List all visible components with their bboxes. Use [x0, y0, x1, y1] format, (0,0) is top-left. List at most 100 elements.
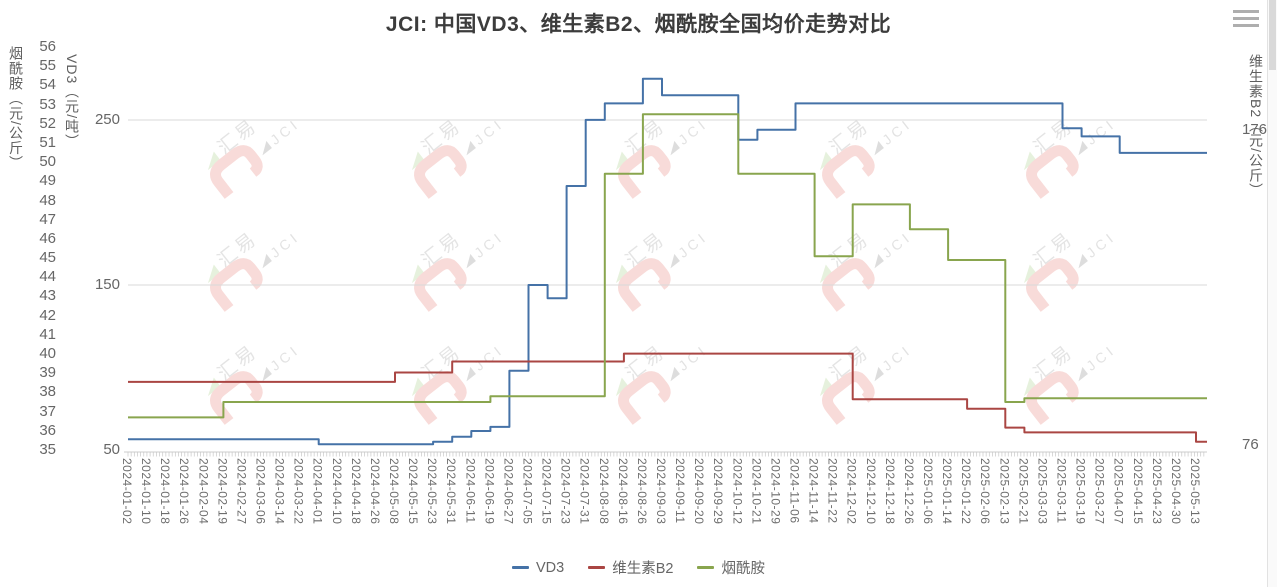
x-axis-label: 2024-07-15 — [539, 458, 554, 525]
niacinamide-tick-label: 49 — [39, 172, 56, 190]
x-axis-label: 2024-09-03 — [654, 458, 668, 525]
niacinamide-tick-label: 42 — [39, 306, 56, 324]
legend-swatch — [697, 566, 715, 569]
x-axis-label: 2024-03-22 — [291, 458, 306, 525]
x-axis-label: 2024-05-08 — [387, 458, 401, 525]
x-axis-label: 2025-03-19 — [1073, 458, 1088, 525]
niacinamide-tick-label: 50 — [39, 153, 56, 171]
x-axis-label: 2024-03-14 — [272, 458, 287, 525]
x-axis-label: 2024-10-21 — [749, 458, 764, 525]
legend-item-VD3[interactable]: VD3 — [512, 560, 564, 576]
x-axis-label: 2025-02-13 — [997, 458, 1012, 525]
scrollbar-thumb[interactable] — [1269, 0, 1276, 70]
vd3-tick-label: 50 — [103, 441, 120, 458]
y-axis-name-vd3: VD3（元/吨） — [64, 54, 80, 150]
x-axis-label: 2025-01-14 — [940, 458, 955, 525]
niacinamide-tick-label: 39 — [39, 364, 56, 382]
niacinamide-tick-label: 53 — [39, 95, 56, 113]
x-axis-label: 2024-06-19 — [482, 458, 497, 525]
x-axis-label: 2024-04-18 — [348, 458, 363, 525]
x-axis-label: 2024-09-11 — [673, 458, 688, 524]
series-line-维生素B2 — [128, 352, 1207, 443]
x-axis-label: 2024-06-11 — [463, 458, 478, 524]
x-axis-label: 2025-04-23 — [1149, 458, 1164, 525]
x-axis-label: 2024-03-06 — [253, 458, 268, 525]
x-axis-label: 2024-08-16 — [615, 458, 630, 525]
x-axis-label: 2024-01-26 — [177, 458, 192, 525]
niacinamide-tick-label: 43 — [39, 287, 56, 305]
x-axis-label: 2024-04-01 — [310, 458, 325, 525]
x-axis-label: 2024-12-26 — [901, 458, 916, 525]
x-axis-label: 2024-02-27 — [234, 458, 249, 525]
legend-swatch — [588, 566, 606, 569]
x-axis-label: 2024-07-31 — [577, 458, 592, 525]
niacinamide-tick-label: 35 — [39, 441, 56, 458]
chart-title: JCI: 中国VD3、维生素B2、烟酰胺全国均价走势对比 — [385, 13, 892, 36]
toolbox-menu-icon[interactable] — [1233, 10, 1259, 30]
x-axis-label: 2025-02-21 — [1016, 458, 1031, 525]
niacinamide-tick-label: 47 — [39, 210, 56, 228]
b2-tick-label: 76 — [1242, 435, 1259, 453]
series-line-烟酰胺 — [128, 113, 1207, 419]
niacinamide-tick-label: 55 — [39, 57, 56, 75]
menu-bar — [1233, 24, 1259, 27]
x-axis-label: 2024-08-08 — [596, 458, 611, 525]
scrollbar-track[interactable] — [1267, 0, 1277, 587]
x-axis-label: 2024-11-14 — [806, 458, 821, 524]
x-axis-label: 2024-07-05 — [520, 458, 535, 525]
niacinamide-tick-label: 48 — [39, 191, 56, 209]
b2-tick-label: 176 — [1242, 120, 1268, 138]
vd3-tick-label: 150 — [94, 275, 120, 293]
x-axis-label: 2024-09-29 — [711, 458, 726, 525]
y-axis-name-niacinamide: 烟酰胺（元/公斤） — [8, 46, 24, 171]
x-axis-label: 2024-10-29 — [768, 458, 783, 525]
x-axis-label: 2024-02-04 — [196, 458, 211, 525]
menu-bar — [1233, 10, 1259, 13]
x-axis-label: 2024-06-27 — [501, 458, 516, 525]
x-axis-label: 2025-03-27 — [1092, 458, 1107, 525]
x-axis-label: 2024-02-19 — [215, 458, 230, 525]
x-axis-label: 2024-04-10 — [329, 458, 344, 525]
x-axis-label: 2025-05-13 — [1188, 458, 1202, 525]
x-axis-label: 2024-04-26 — [367, 458, 382, 525]
y-axis-name-b2: 维生素B2（元/公斤） — [1248, 54, 1264, 199]
legend-label: VD3 — [536, 559, 565, 576]
legend-label: 烟酰胺 — [721, 561, 765, 577]
x-axis-label: 2024-08-26 — [634, 458, 649, 525]
x-axis-label: 2024-05-31 — [444, 458, 459, 525]
x-axis-label: 2024-05-15 — [406, 458, 421, 525]
x-axis-label: 2025-01-22 — [959, 458, 974, 525]
legend-label: 维生素B2 — [612, 561, 674, 577]
x-axis-label: 2024-01-18 — [158, 458, 173, 525]
legend-item-烟酰胺[interactable]: 烟酰胺 — [697, 557, 765, 578]
menu-bar — [1233, 17, 1259, 20]
x-axis-label: 2024-12-10 — [863, 458, 878, 525]
x-axis-label: 2024-05-23 — [425, 458, 440, 525]
x-axis-label: 2024-12-02 — [844, 458, 859, 525]
series-line-VD3 — [128, 77, 1207, 446]
x-axis-label: 2025-04-30 — [1168, 458, 1183, 525]
niacinamide-tick-label: 37 — [39, 402, 56, 420]
legend-item-维生素B2[interactable]: 维生素B2 — [588, 557, 673, 578]
x-axis-label: 2024-09-20 — [692, 458, 707, 525]
niacinamide-tick-label: 51 — [39, 133, 56, 151]
x-axis-label: 2024-11-06 — [787, 458, 802, 524]
x-axis-label: 2024-01-10 — [139, 458, 154, 525]
legend-swatch — [512, 566, 530, 569]
niacinamide-tick-label: 36 — [39, 421, 56, 439]
niacinamide-tick-label: 54 — [39, 76, 56, 94]
x-axis-label: 2025-01-06 — [921, 458, 935, 525]
x-axis-label: 2024-12-18 — [882, 458, 897, 525]
niacinamide-tick-label: 56 — [39, 38, 56, 55]
x-axis-label: 2024-11-22 — [825, 458, 840, 524]
niacinamide-tick-label: 38 — [39, 383, 56, 401]
x-axis-label: 2024-10-12 — [730, 458, 745, 525]
x-axis-label: 2024-01-02 — [120, 458, 134, 525]
niacinamide-tick-label: 52 — [39, 114, 56, 132]
x-axis-label: 2025-03-03 — [1035, 458, 1050, 525]
x-axis-label: 2024-07-23 — [558, 458, 573, 525]
legend: VD3 维生素B2 烟酰胺 — [0, 557, 1277, 578]
vd3-tick-label: 250 — [94, 110, 120, 128]
